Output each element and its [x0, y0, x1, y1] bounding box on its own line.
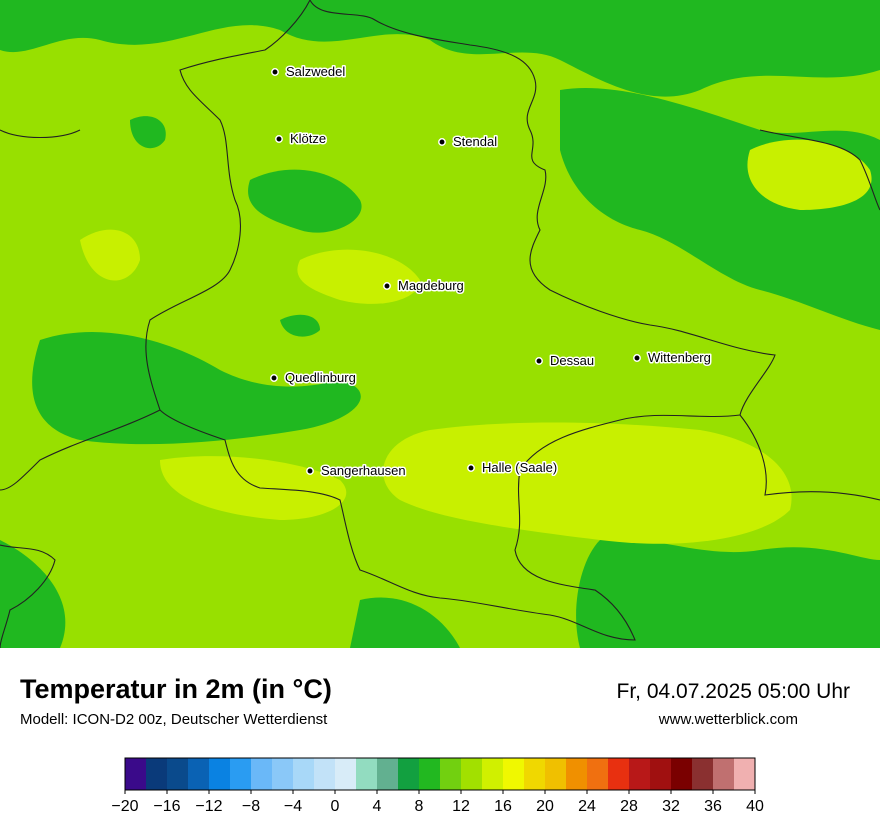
colorbar-segment [335, 758, 357, 790]
colorbar-segment [125, 758, 147, 790]
colorbar-segment [419, 758, 441, 790]
city-label: Magdeburg [398, 278, 464, 293]
city-dot [438, 138, 446, 146]
city-label: Halle (Saale) [482, 460, 557, 475]
city-dot [467, 464, 475, 472]
website: www.wetterblick.com [658, 711, 798, 728]
colorbar: −20 −16 −12 −8 −4 0 4 8 12 16 20 24 28 32 36 40 [111, 757, 764, 815]
state-border [145, 0, 776, 641]
state-border [0, 409, 161, 491]
colorbar-segment [356, 758, 378, 790]
colorbar-segment [692, 758, 714, 790]
datetime: Fr, 04.07.2025 05:00 Uhr [617, 680, 851, 703]
city-label: Wittenberg [648, 350, 711, 365]
city-dot [271, 68, 279, 76]
colorbar-segment [713, 758, 735, 790]
colorbar-segment [251, 758, 273, 790]
city-label: Dessau [550, 353, 594, 368]
colorbar-tick-label: −4 [284, 798, 302, 815]
title: Temperatur in 2m (in °C) [20, 674, 332, 704]
colorbar-segment [167, 758, 189, 790]
colorbar-tick-label: 12 [452, 798, 470, 815]
temperature-field [0, 0, 880, 648]
colorbar-segment [272, 758, 294, 790]
colorbar-segment [482, 758, 504, 790]
colorbar-segment [440, 758, 462, 790]
state-border [739, 414, 880, 501]
colorbar-segment [608, 758, 630, 790]
colorbar-segment [398, 758, 420, 790]
cities: Salzwedel Klötze Stendal Magdeburg Dessau Wit… [270, 63, 712, 480]
colorbar-segment [671, 758, 693, 790]
colorbar-tick-label: 16 [494, 798, 512, 815]
state-border [0, 544, 56, 649]
colorbar-tick-label: 28 [620, 798, 638, 815]
city-dot [270, 374, 278, 382]
city-label: Sangerhausen [321, 463, 406, 478]
colorbar-tick-label: −8 [242, 798, 260, 815]
colorbar-segment [461, 758, 483, 790]
colorbar-segment [524, 758, 546, 790]
colorbar-tick-label: 20 [536, 798, 554, 815]
city-dot [306, 467, 314, 475]
map-background [0, 0, 880, 648]
colorbar-segment [314, 758, 336, 790]
colorbar-segment [650, 758, 672, 790]
colorbar-tick-label: 24 [578, 798, 596, 815]
city-dot [383, 282, 391, 290]
city-label: Salzwedel [286, 64, 345, 79]
colorbar-segment [587, 758, 609, 790]
colorbar-tick-label: 36 [704, 798, 722, 815]
colorbar-segment [545, 758, 567, 790]
colorbar-tick-label: 4 [373, 798, 382, 815]
colorbar-segment [377, 758, 399, 790]
colorbar-segment [629, 758, 651, 790]
city-label: Klötze [290, 131, 326, 146]
colorbar-segment [230, 758, 252, 790]
state-border [0, 129, 81, 139]
colorbar-tick-label: −12 [195, 798, 222, 815]
state-border [759, 129, 880, 211]
colorbar-tick-label: −20 [111, 798, 138, 815]
city-label: Quedlinburg [285, 370, 356, 385]
colorbar-frame [124, 757, 756, 791]
colorbar-segment [503, 758, 525, 790]
colorbar-segment [188, 758, 210, 790]
colorbar-tick-label: −16 [153, 798, 180, 815]
colorbar-segment [209, 758, 231, 790]
colorbar-tick-label: 32 [662, 798, 680, 815]
city-label: Stendal [453, 134, 497, 149]
colorbar-segment [566, 758, 588, 790]
colorbar-tick-label: 0 [331, 798, 340, 815]
colorbar-tick-label: 40 [746, 798, 764, 815]
colorbar-tick-label: 8 [415, 798, 424, 815]
city-dot [275, 135, 283, 143]
colorbar-segment [293, 758, 315, 790]
city-dot [535, 357, 543, 365]
model-info: Modell: ICON-D2 00z, Deutscher Wetterdie… [20, 711, 328, 728]
state-borders [0, 0, 880, 649]
colorbar-segment [734, 758, 756, 790]
city-dot [633, 354, 641, 362]
map: Salzwedel Klötze Stendal Magdeburg Dessau Wit… [0, 0, 880, 649]
colorbar-segment [146, 758, 168, 790]
